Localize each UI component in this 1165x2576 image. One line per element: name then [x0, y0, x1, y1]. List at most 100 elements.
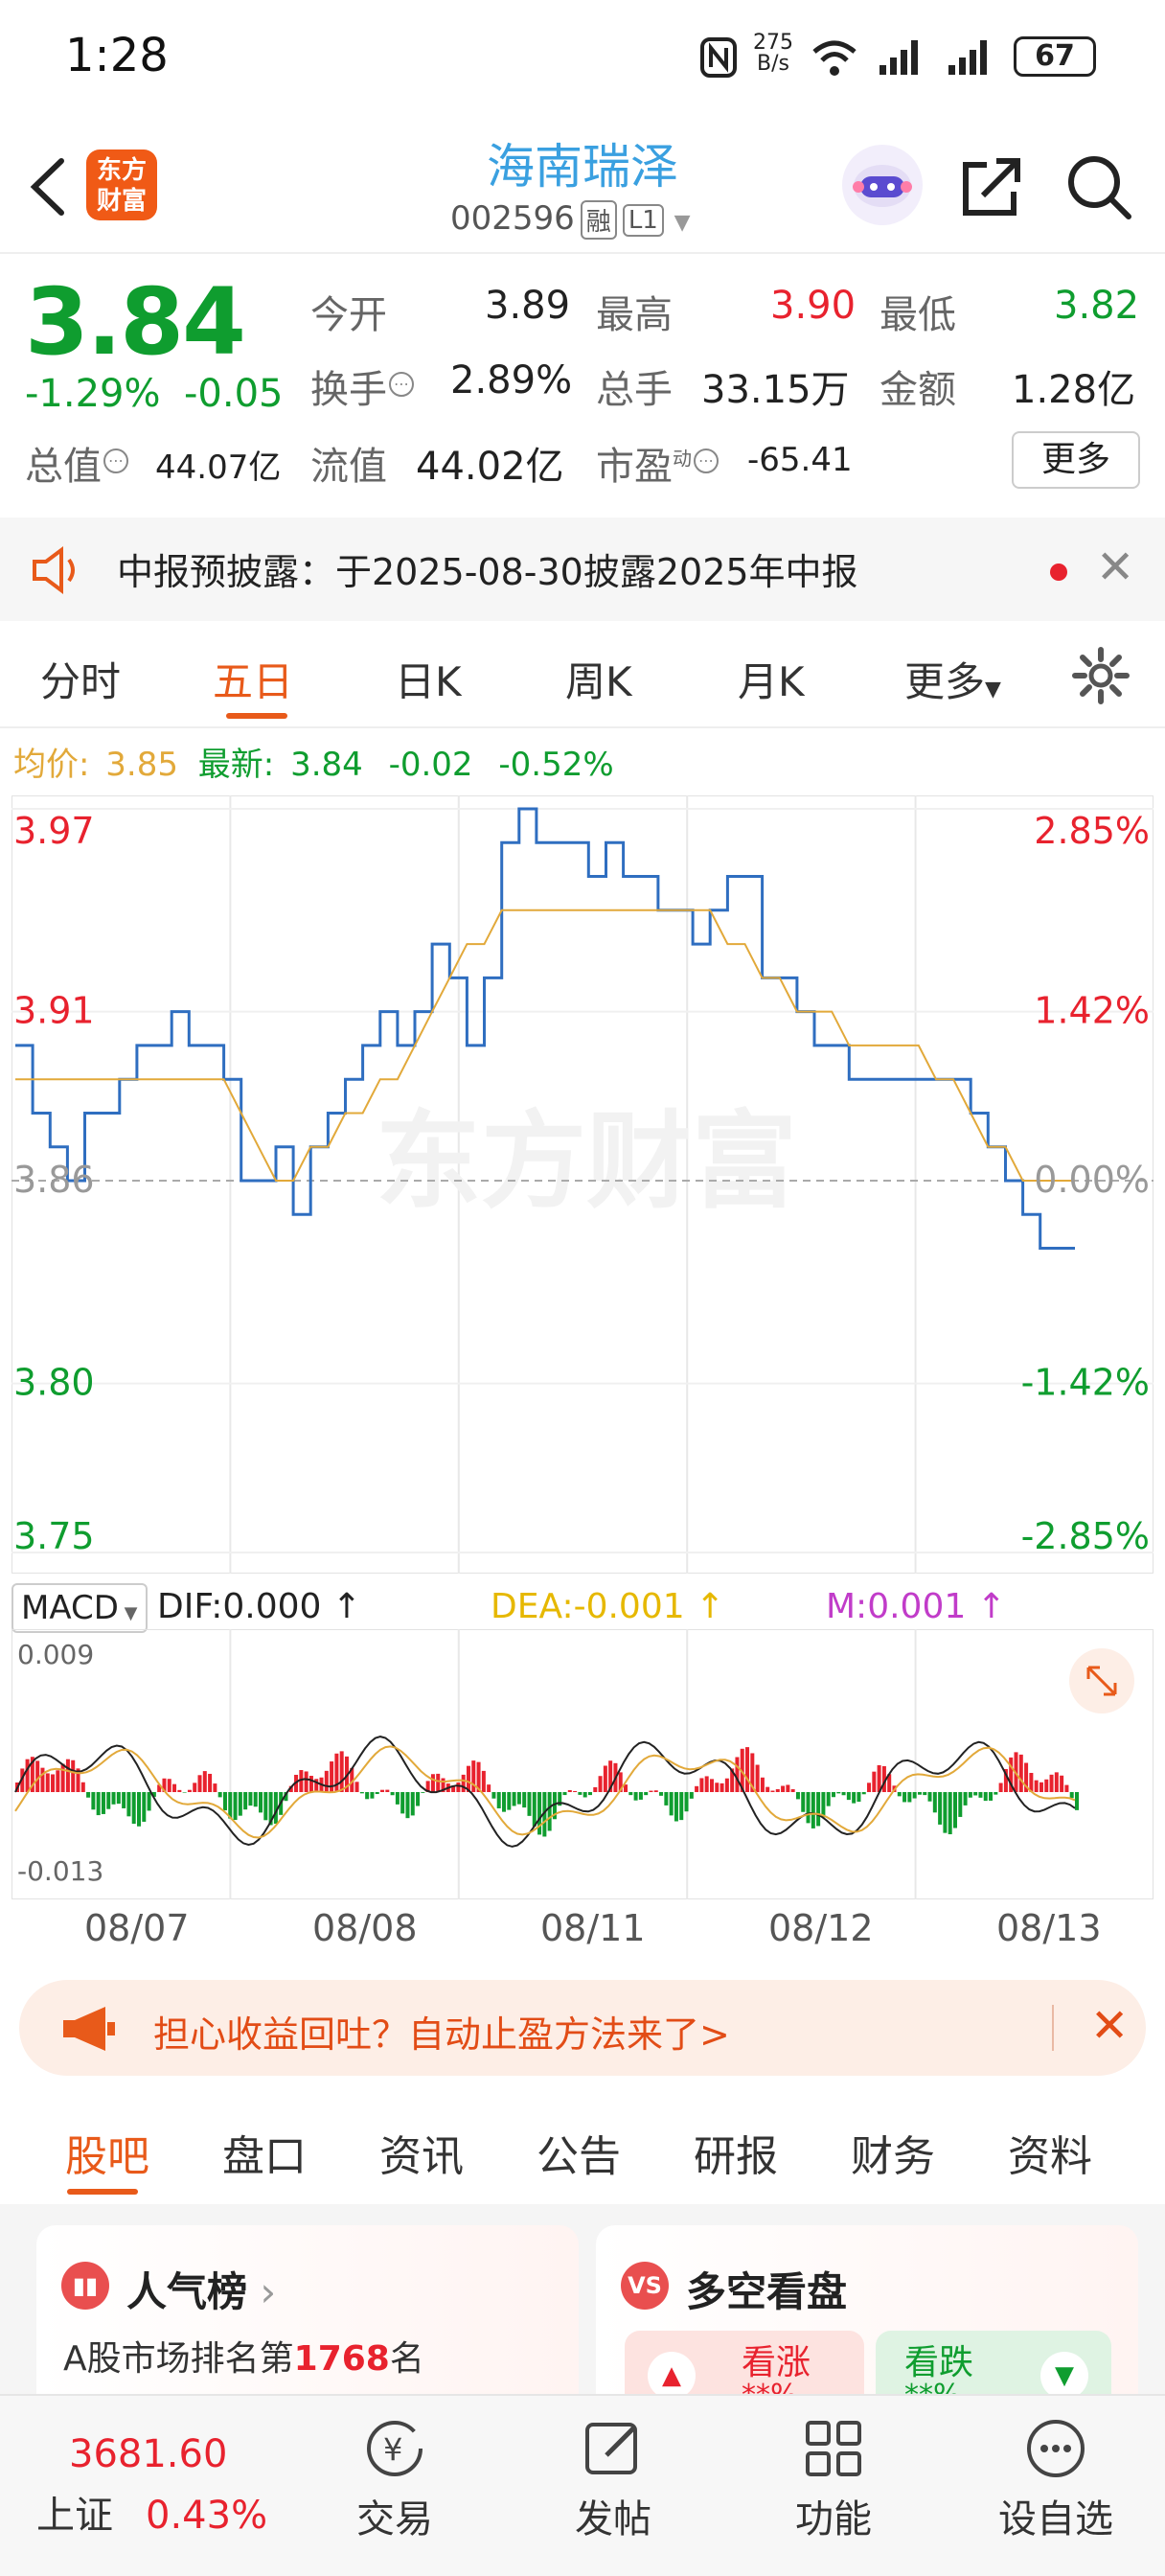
- nav-post[interactable]: 发帖: [527, 2415, 699, 2543]
- macd-bar: [720, 1782, 724, 1792]
- macd-bar: [259, 1792, 263, 1813]
- macd-bar: [760, 1777, 765, 1792]
- macd-bar: [587, 1792, 592, 1796]
- market-cap-label[interactable]: 总值 ⋯: [25, 435, 128, 491]
- percent-tick-label: 2.85%: [1034, 810, 1150, 852]
- eastmoney-logo: 东方 财富: [86, 150, 157, 220]
- more-quote-button[interactable]: 更多: [1012, 431, 1140, 489]
- tab-profile[interactable]: 资料: [1008, 2132, 1092, 2181]
- status-time: 1:28: [65, 29, 169, 82]
- macd-ymin-label: -0.013: [17, 1855, 103, 1887]
- macd-bar: [461, 1774, 466, 1792]
- tab-news[interactable]: 资讯: [379, 2132, 464, 2181]
- percent-axis-labels: 2.85% 1.42% 0.00% -1.42% -2.85%: [1021, 810, 1150, 1557]
- macd-bar: [35, 1760, 40, 1792]
- tab-research[interactable]: 研报: [694, 2132, 778, 2181]
- turnover-label[interactable]: 换手 ⋯: [310, 358, 414, 414]
- macd-bar: [339, 1751, 344, 1792]
- settings-gear-icon[interactable]: [1071, 646, 1131, 705]
- macd-bar: [421, 1792, 425, 1793]
- macd-bar: [582, 1792, 587, 1798]
- tab-financials[interactable]: 财务: [851, 2132, 935, 2181]
- macd-bar: [1024, 1762, 1029, 1792]
- tab-more[interactable]: 更多▼: [904, 650, 1001, 708]
- macd-bar: [740, 1748, 744, 1792]
- tab-announcements[interactable]: 公告: [537, 2132, 621, 2181]
- macd-bar: [689, 1792, 694, 1799]
- macd-bar: [228, 1792, 233, 1819]
- macd-chart[interactable]: 0.009 -0.013: [11, 1629, 1154, 1899]
- macd-bar: [131, 1792, 136, 1825]
- tab-daily-k[interactable]: 日K: [395, 658, 462, 705]
- macd-bar: [674, 1792, 678, 1822]
- macd-bar: [968, 1792, 972, 1798]
- macd-bar: [370, 1792, 375, 1799]
- tab-more-label: 更多: [904, 658, 986, 705]
- macd-bar: [202, 1771, 207, 1792]
- share-icon[interactable]: [958, 153, 1025, 220]
- notice-bar[interactable]: 中报预披露：于2025-08-30披露2025年中报 ✕: [0, 518, 1165, 621]
- grid-vertical: [229, 795, 917, 1574]
- macd-bar: [172, 1783, 177, 1792]
- stock-code-row[interactable]: 002596 融 L1 ▼: [450, 199, 691, 240]
- signal-1-icon: [879, 40, 918, 75]
- long-short-card[interactable]: VS 多空看盘 ▲ 看涨 **% 看跌 **% ▼: [596, 2225, 1138, 2417]
- m-value: M:0.001 ↑: [826, 1587, 1006, 1626]
- tab-monthly-k[interactable]: 月K: [738, 658, 805, 705]
- macd-bar: [1060, 1775, 1064, 1792]
- chevron-right-icon: ›: [247, 2268, 277, 2315]
- nav-watchlist[interactable]: 设自选: [970, 2415, 1142, 2543]
- macd-bar: [958, 1792, 963, 1817]
- info-icon: ⋯: [103, 448, 128, 473]
- promo-banner[interactable]: 担心收益回吐？自动止盈方法来了> ✕: [19, 1980, 1146, 2076]
- back-arrow-icon[interactable]: [21, 153, 79, 220]
- five-day-price-chart[interactable]: 东方财富 3.97 3.91 3.86 3.80 3.75 2.85% 1.42% 0.00…: [11, 795, 1154, 1574]
- more-dots-icon: [1027, 2420, 1085, 2477]
- macd-bar: [907, 1792, 912, 1803]
- macd-bar: [177, 1789, 182, 1792]
- tab-five-day[interactable]: 五日: [213, 658, 294, 705]
- macd-bar: [821, 1792, 826, 1818]
- stock-code: 002596: [450, 199, 575, 238]
- ai-robot-icon[interactable]: [839, 142, 925, 228]
- content-tabs: 股吧 盘口 资讯 公告 研报 财务 资料: [0, 2089, 1165, 2204]
- popularity-card[interactable]: ▮▮ 人气榜 › A股市场排名第1768名: [36, 2225, 579, 2417]
- tab-guba[interactable]: 股吧: [65, 2132, 149, 2181]
- macd-bar: [699, 1778, 704, 1792]
- macd-bar: [826, 1792, 831, 1806]
- macd-bar: [101, 1792, 105, 1814]
- index-row: 上证 0.43%: [36, 2484, 286, 2540]
- pe-label[interactable]: 市盈动 ⋯: [596, 435, 719, 491]
- macd-bar: [978, 1792, 983, 1798]
- price-legend-row: 均价: 3.85 最新: 3.84 -0.02 -0.52%: [13, 738, 614, 785]
- market-cap-value: 44.07亿: [155, 448, 282, 487]
- macd-bar: [801, 1792, 806, 1812]
- close-icon[interactable]: ✕: [1090, 1999, 1130, 2053]
- macd-bar: [248, 1792, 253, 1806]
- macd-bar: [537, 1792, 542, 1835]
- macd-bar: [790, 1789, 795, 1792]
- bottom-navigation: 3681.60 上证 0.43% ¥ 交易 发帖 功能 设自选: [0, 2394, 1165, 2576]
- tab-order-book[interactable]: 盘口: [222, 2132, 307, 2181]
- tab-intraday[interactable]: 分时: [40, 658, 122, 705]
- macd-bar: [1044, 1779, 1049, 1792]
- expand-icon[interactable]: [1086, 1666, 1117, 1696]
- close-icon[interactable]: ✕: [1096, 540, 1135, 594]
- macd-bar: [948, 1792, 952, 1834]
- macd-bar: [193, 1782, 197, 1792]
- indicator-selector[interactable]: MACD ▼: [11, 1583, 148, 1633]
- macd-bar: [354, 1782, 359, 1792]
- index-ticker[interactable]: 3681.60 上证 0.43%: [36, 2432, 286, 2540]
- search-icon[interactable]: [1065, 153, 1132, 220]
- high-value: 3.90: [770, 284, 857, 328]
- macd-bar: [86, 1792, 91, 1798]
- nav-trade[interactable]: ¥ 交易: [308, 2415, 481, 2543]
- macd-bar: [20, 1768, 25, 1792]
- nav-features[interactable]: 功能: [747, 2415, 920, 2543]
- latest-value: 3.84: [290, 746, 363, 784]
- tab-weekly-k[interactable]: 周K: [565, 658, 632, 705]
- macd-bar: [213, 1783, 217, 1792]
- chart-watermark: 东方财富: [376, 1103, 797, 1221]
- dropdown-triangle-icon: ▼: [985, 678, 1001, 702]
- macd-bar: [624, 1784, 628, 1792]
